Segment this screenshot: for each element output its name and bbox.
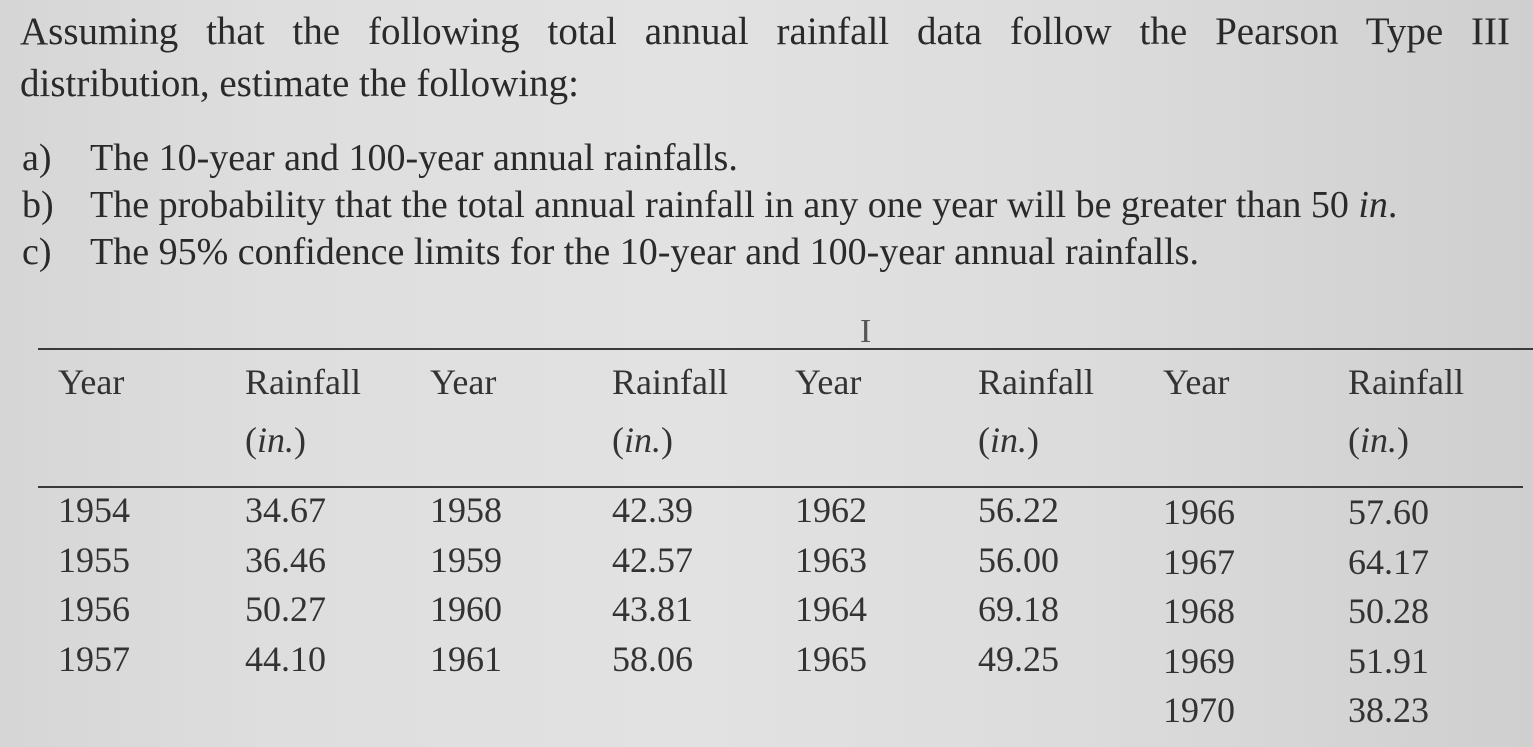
problem-intro-line-1: Assuming that the following total annual… [20,10,1510,53]
table-cell-year: 1964 [795,589,867,629]
table-cell-rainfall: 36.46 [245,539,326,580]
unit-text: in. [624,420,662,460]
header-rainfall-unit: (in.) [1348,420,1409,460]
table-cell-rainfall: 44.10 [245,638,326,679]
question-list: a) The 10-year and 100-year annual rainfa… [22,135,1397,276]
table-cell-rainfall: 56.22 [978,490,1059,530]
header-rainfall: Rainfall [978,362,1094,402]
table-cell-year: 1965 [795,638,867,679]
header-rainfall: Rainfall [245,362,361,402]
table-cell-year: 1963 [795,539,867,580]
table-cell-rainfall: 49.25 [978,638,1059,679]
problem-intro-line-2: distribution, estimate the following: [20,62,579,105]
question-text: The 10-year and 100-year annual rainfall… [90,137,738,179]
table-cell-year: 1955 [58,539,130,580]
unit-paren-close: ) [661,420,674,460]
table-cell-rainfall: 58.06 [612,638,693,679]
unit-text: in. [257,420,295,460]
question-item-a: a) The 10-year and 100-year annual rainfa… [22,135,1397,182]
header-year: Year [795,362,862,402]
unit-paren-close: ) [1027,420,1040,460]
unit-paren-close: ) [1397,420,1410,460]
question-text: The 95% confidence limits for the 10-yea… [90,231,1199,273]
question-item-b: b) The probability that the total annual … [22,182,1397,229]
table-cell-year: 1959 [430,539,502,580]
table-top-rule [38,348,1533,350]
unit-paren-open: ( [612,420,624,460]
unit-text: in. [990,420,1028,460]
table-cell-rainfall: 42.57 [612,539,693,580]
table-cell-year: 1956 [58,589,130,629]
unit-paren-open: ( [978,420,990,460]
header-year: Year [1163,362,1230,402]
text-cursor-icon: I [860,313,872,350]
table-cell-year: 1968 [1163,591,1235,631]
table-cell-rainfall: 50.28 [1348,591,1429,631]
table-cell-rainfall: 56.00 [978,539,1059,580]
question-end: . [1387,184,1398,226]
header-year: Year [430,362,497,402]
table-cell-rainfall: 42.39 [612,490,693,530]
question-letter: b) [22,184,54,226]
question-letter: a) [22,137,52,179]
table-cell-year: 1961 [430,638,502,679]
table-cell-year: 1958 [430,490,502,530]
table-cell-year: 1970 [1163,690,1235,730]
unit-paren-open: ( [1348,420,1360,460]
table-cell-year: 1967 [1163,541,1235,582]
header-rainfall: Rainfall [612,362,728,402]
table-cell-rainfall: 57.60 [1348,492,1429,532]
table-cell-year: 1954 [58,490,130,530]
header-year: Year [58,362,125,402]
table-cell-rainfall: 64.17 [1348,541,1429,582]
table-cell-year: 1969 [1163,640,1235,681]
table-header-rule [38,486,1523,488]
table-cell-rainfall: 50.27 [245,589,326,629]
header-rainfall-unit: (in.) [978,420,1039,460]
table-cell-year: 1966 [1163,492,1235,532]
header-rainfall-unit: (in.) [612,420,673,460]
table-cell-year: 1962 [795,490,867,530]
table-cell-rainfall: 51.91 [1348,640,1429,681]
table-cell-rainfall: 34.67 [245,490,326,530]
question-letter: c) [22,231,52,273]
header-rainfall-unit: (in.) [245,420,306,460]
table-cell-year: 1957 [58,638,130,679]
question-text: The probability that the total annual ra… [90,184,1349,226]
unit-text: in. [1360,420,1398,460]
header-rainfall: Rainfall [1348,362,1464,402]
table-cell-year: 1960 [430,589,502,629]
unit-paren-close: ) [294,420,307,460]
table-cell-rainfall: 43.81 [612,589,693,629]
question-unit: in [1358,184,1388,226]
table-cell-rainfall: 38.23 [1348,690,1429,730]
question-item-c: c) The 95% confidence limits for the 10-y… [22,229,1397,276]
unit-paren-open: ( [245,420,257,460]
table-cell-rainfall: 69.18 [978,589,1059,629]
